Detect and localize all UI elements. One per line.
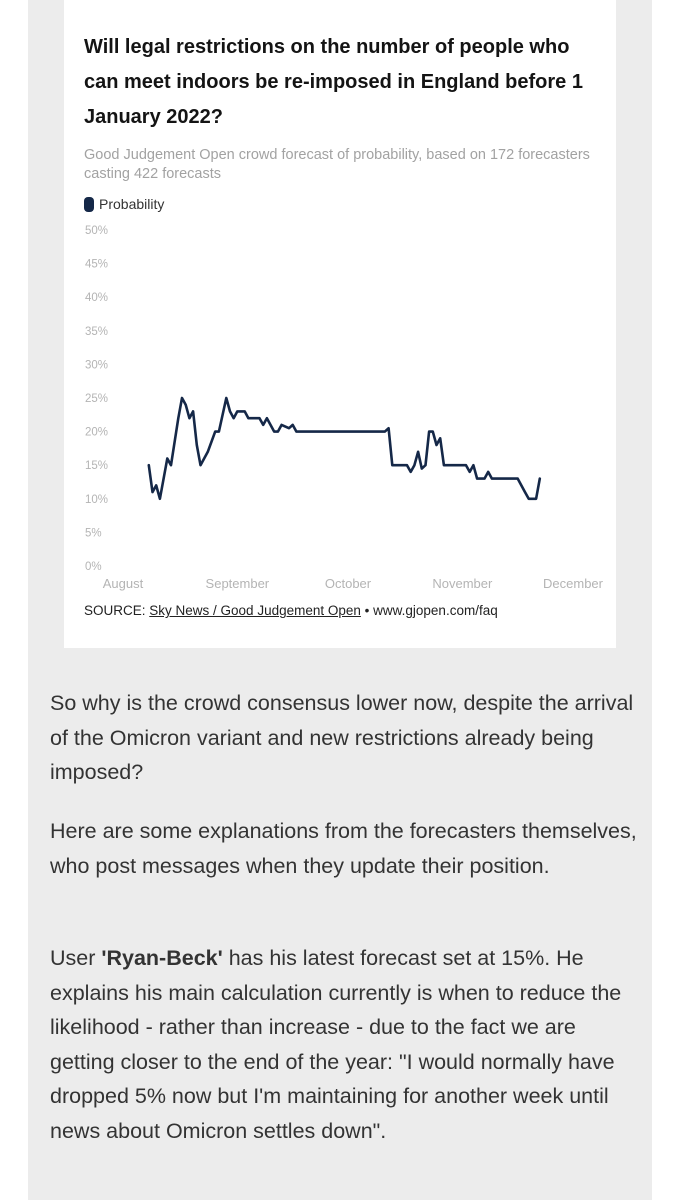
y-tick-label: 35% <box>85 326 108 338</box>
y-tick-label: 20% <box>85 427 108 439</box>
x-tick-label: August <box>103 576 144 591</box>
series-line-probability <box>147 396 542 501</box>
line-chart: 0% 5% 10% 15% 20% 25% 30% 35% 40% 45% 50% August Sep… <box>85 225 604 591</box>
y-tick-label: 5% <box>85 527 102 539</box>
y-tick-label: 30% <box>85 359 108 371</box>
y-tick-label: 15% <box>85 460 108 472</box>
chart-subtitle: Good Judgement Open crowd forecast of pr… <box>84 147 590 182</box>
article-paragraph-3: User 'Ryan-Beck' has his latest forecast… <box>50 941 640 1148</box>
y-tick-label: 50% <box>85 225 108 237</box>
x-tick-label: November <box>432 576 493 591</box>
x-tick-label: December <box>543 576 604 591</box>
chart-title: Will legal restrictions on the number of… <box>84 36 583 128</box>
para3-pre: User <box>50 946 102 970</box>
y-tick-label: 45% <box>85 259 108 271</box>
y-tick-label: 40% <box>85 292 108 304</box>
chart-card <box>64 0 616 648</box>
legend-swatch <box>84 196 94 212</box>
article-paragraph-1: So why is the crowd consensus lower now,… <box>50 691 634 784</box>
chart-source: SOURCE: Sky News / Good Judgement Open •… <box>84 603 498 618</box>
x-tick-label: September <box>206 576 270 591</box>
source-rest: • www.gjopen.com/faq <box>364 603 498 618</box>
para3-post: has his latest forecast set at 15%. He e… <box>50 946 622 1143</box>
y-tick-label: 0% <box>85 561 102 573</box>
legend-label: Probability <box>99 196 165 212</box>
x-tick-label: October <box>325 576 372 591</box>
source-label: SOURCE: <box>84 603 146 618</box>
username: 'Ryan-Beck' <box>101 946 223 970</box>
chart-legend: Probability <box>84 194 164 214</box>
source-link[interactable]: Sky News / Good Judgement Open <box>149 603 361 618</box>
y-tick-label: 25% <box>85 393 108 405</box>
y-tick-label: 10% <box>85 494 108 506</box>
article-paragraph-2: Here are some explanations from the fore… <box>50 819 637 878</box>
